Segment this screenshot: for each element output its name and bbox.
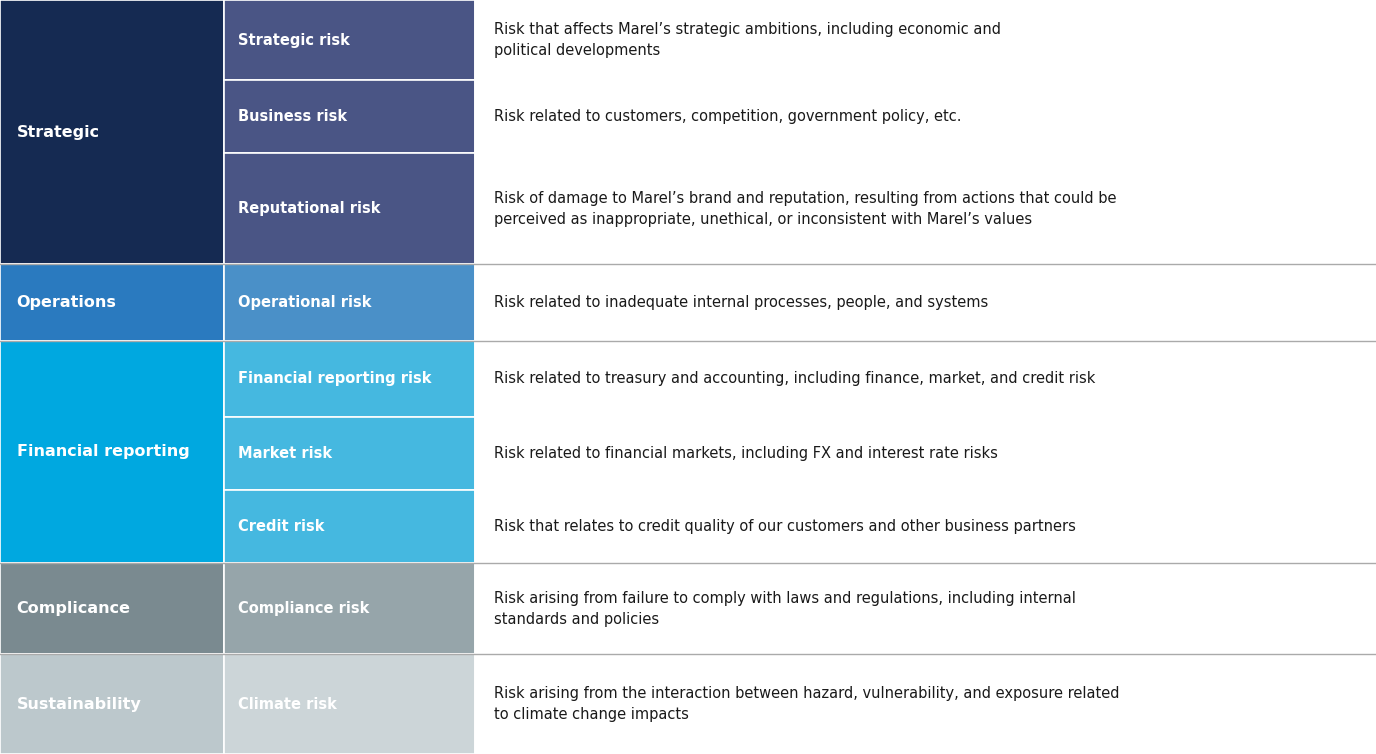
- Bar: [0, 264, 224, 341]
- Text: Business risk: Business risk: [238, 109, 347, 124]
- Text: Compliance risk: Compliance risk: [238, 601, 369, 616]
- Bar: [0, 341, 224, 562]
- Text: Risk related to treasury and accounting, including finance, market, and credit r: Risk related to treasury and accounting,…: [494, 372, 1095, 386]
- Text: Operations: Operations: [17, 295, 117, 310]
- Bar: [475, 264, 1376, 341]
- Bar: [0, 0, 224, 264]
- Text: Financial reporting: Financial reporting: [17, 444, 190, 459]
- Text: Risk related to financial markets, including FX and interest rate risks: Risk related to financial markets, inclu…: [494, 446, 998, 461]
- Text: Strategic risk: Strategic risk: [238, 32, 350, 48]
- Bar: [475, 562, 1376, 654]
- Bar: [224, 0, 475, 81]
- Text: Risk of damage to Marel’s brand and reputation, resulting from actions that coul: Risk of damage to Marel’s brand and repu…: [494, 191, 1116, 227]
- Text: Risk that affects Marel’s strategic ambitions, including economic and
political : Risk that affects Marel’s strategic ambi…: [494, 22, 1000, 58]
- Bar: [224, 341, 475, 417]
- Text: Credit risk: Credit risk: [238, 519, 325, 534]
- Bar: [224, 153, 475, 264]
- Bar: [475, 0, 1376, 81]
- Bar: [224, 264, 475, 341]
- Text: Strategic: Strategic: [17, 124, 99, 139]
- Bar: [224, 562, 475, 654]
- Text: Risk related to customers, competition, government policy, etc.: Risk related to customers, competition, …: [494, 109, 962, 124]
- Bar: [0, 562, 224, 654]
- Text: Reputational risk: Reputational risk: [238, 201, 381, 216]
- Bar: [475, 654, 1376, 754]
- Text: Risk that relates to credit quality of our customers and other business partners: Risk that relates to credit quality of o…: [494, 519, 1076, 534]
- Bar: [475, 81, 1376, 153]
- Text: Risk arising from the interaction between hazard, vulnerability, and exposure re: Risk arising from the interaction betwee…: [494, 686, 1120, 722]
- Text: Risk related to inadequate internal processes, people, and systems: Risk related to inadequate internal proc…: [494, 295, 988, 310]
- Bar: [224, 490, 475, 562]
- Text: Complicance: Complicance: [17, 601, 131, 616]
- Text: Operational risk: Operational risk: [238, 295, 372, 310]
- Bar: [224, 417, 475, 490]
- Bar: [475, 417, 1376, 490]
- Bar: [0, 654, 224, 754]
- Bar: [475, 153, 1376, 264]
- Text: Sustainability: Sustainability: [17, 697, 142, 712]
- Bar: [224, 81, 475, 153]
- Text: Climate risk: Climate risk: [238, 697, 337, 712]
- Bar: [475, 341, 1376, 417]
- Bar: [224, 654, 475, 754]
- Bar: [475, 490, 1376, 562]
- Text: Risk arising from failure to comply with laws and regulations, including interna: Risk arising from failure to comply with…: [494, 590, 1076, 627]
- Text: Market risk: Market risk: [238, 446, 332, 461]
- Text: Financial reporting risk: Financial reporting risk: [238, 372, 432, 386]
